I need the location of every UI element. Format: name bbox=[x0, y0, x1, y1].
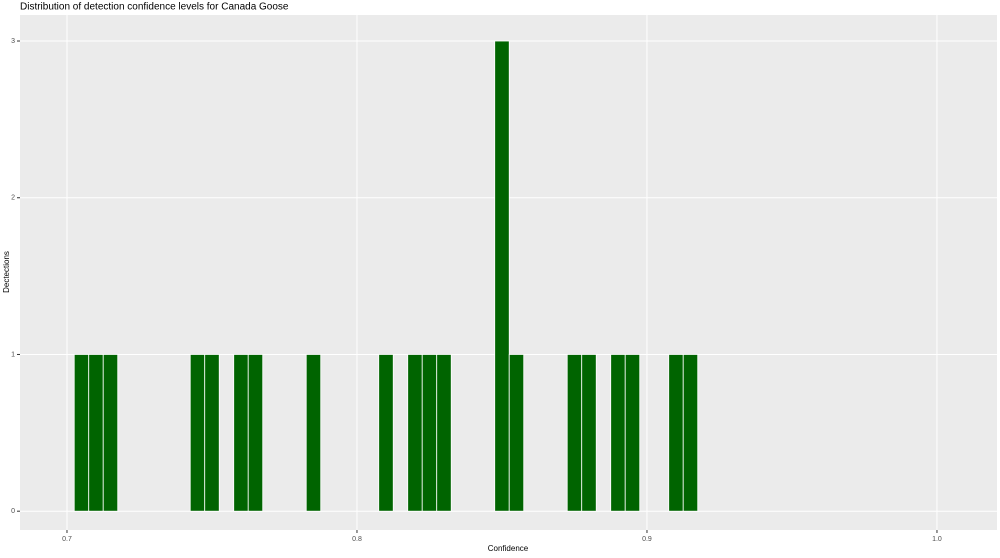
bar bbox=[682, 354, 699, 512]
x-tick-label: 0.9 bbox=[642, 536, 652, 543]
x-axis-label: Confidence bbox=[488, 544, 529, 553]
y-tick-label: 2 bbox=[11, 195, 15, 202]
y-axis-label: Dectections bbox=[2, 251, 11, 293]
bar bbox=[566, 354, 583, 512]
bar bbox=[88, 354, 104, 512]
bar bbox=[305, 354, 322, 512]
bar bbox=[204, 354, 220, 512]
bar bbox=[668, 354, 684, 512]
bar bbox=[189, 354, 206, 512]
bar bbox=[233, 354, 249, 512]
bar bbox=[421, 354, 438, 512]
bar bbox=[508, 354, 525, 512]
x-tick-label: 0.8 bbox=[352, 536, 362, 543]
y-tick-label: 0 bbox=[11, 508, 15, 515]
bar bbox=[407, 354, 423, 512]
bar bbox=[610, 354, 626, 512]
bar bbox=[378, 354, 394, 512]
bar bbox=[247, 354, 264, 512]
bar bbox=[436, 354, 452, 512]
chart-title: Distribution of detection confidence lev… bbox=[20, 2, 289, 13]
x-tick-label: 0.7 bbox=[62, 536, 72, 543]
x-tick-label: 1.0 bbox=[932, 536, 942, 543]
bar bbox=[102, 354, 119, 512]
bar bbox=[581, 354, 597, 512]
y-tick-label: 3 bbox=[11, 38, 15, 45]
y-tick-label: 1 bbox=[11, 351, 15, 358]
bar bbox=[494, 40, 510, 512]
bar bbox=[624, 354, 641, 512]
bar bbox=[73, 354, 90, 512]
